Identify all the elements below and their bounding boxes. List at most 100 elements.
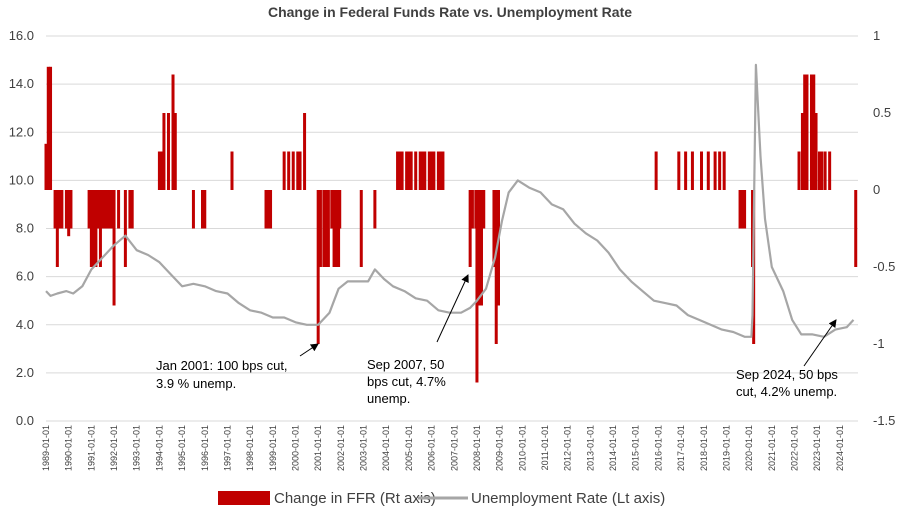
ffr-bar [110,190,114,229]
ffr-bar [94,190,98,267]
ffr-bar [405,151,409,190]
ffr-bar [338,190,342,229]
left-tick-label: 14.0 [9,76,34,91]
x-tick-label: 2020-01-01 [744,425,754,471]
ffr-bar [805,74,809,190]
unemployment-line [45,63,855,338]
right-axis: -1.5 -1 -0.5 0 0.5 1 [873,28,895,428]
ffr-bar [797,151,801,190]
ffr-bar [318,190,322,267]
ffr-bar [713,151,717,190]
x-tick-label: 2013-01-01 [585,425,595,471]
ffr-bar [407,151,411,190]
ffr-bar [69,190,73,229]
ffr-bar [814,113,818,190]
ffr-bar [436,151,440,190]
x-tick-label: 2014-01-01 [608,425,618,471]
ffr-bar [191,190,195,229]
ffr-bar [430,151,434,190]
ffr-bar [439,151,443,190]
annotation-sep-2007-line-1: Sep 2007, 50 [367,357,444,372]
annotation-sep-2024: Sep 2024, 50 bps cut, 4.2% unemp. [736,367,838,399]
x-tick-label: 2017-01-01 [676,425,686,471]
x-tick-label: 2000-01-01 [290,425,300,471]
x-tick-label: 2007-01-01 [449,425,459,471]
x-tick-label: 1999-01-01 [268,425,278,471]
ffr-bar [112,190,116,306]
x-tick-label: 2019-01-01 [721,425,731,471]
ffr-bar [282,151,286,190]
x-tick-label: 2022-01-01 [789,425,799,471]
x-tick-label: 2011-01-01 [540,425,550,470]
chart-title: Change in Federal Funds Rate vs. Unemplo… [268,4,632,20]
ffr-bar [108,190,112,229]
legend-label-ffr: Change in FFR (Rt axis) [274,490,436,507]
annotation-arrow-sep-2024 [803,319,837,367]
x-tick-label: 2009-01-01 [495,425,505,471]
x-tick-label: 2002-01-01 [336,425,346,471]
annotation-jan-2001-line-1: Jan 2001: 100 bps cut, [156,358,288,373]
left-tick-label: 12.0 [9,124,34,139]
left-tick-label: 6.0 [16,269,34,284]
ffr-bar [58,190,62,229]
ffr-bar [98,190,102,267]
x-tick-label: 2016-01-01 [653,425,663,471]
ffr-bar [396,151,400,190]
ffr-bar [820,151,824,190]
ffr-bar [287,151,291,190]
x-tick-label: 2008-01-01 [472,425,482,471]
ffr-bar [269,190,273,229]
ffr-bar [828,151,832,190]
x-tick-label: 2018-01-01 [699,425,709,471]
right-tick-label: -1.5 [873,413,895,428]
x-tick-label: 2003-01-01 [359,425,369,471]
ffr-bar [373,190,377,229]
x-tick-label: 1992-01-01 [109,425,119,471]
annotation-arrow-sep-2007 [436,274,469,343]
grid [46,35,858,422]
ffr-bar [400,151,404,190]
legend-label-unemp: Unemployment Rate (Lt axis) [471,490,665,507]
left-axis: 0.0 2.0 4.0 6.0 8.0 10.0 12.0 14.0 16.0 [9,28,34,428]
ffr-bar [470,190,474,229]
annotation-sep-2007-line-3: unemp. [367,391,410,406]
ffr-bar [398,151,402,190]
ffr-bar [738,190,742,229]
ffr-bar [492,190,496,267]
x-tick-label: 2024-01-01 [835,425,845,471]
x-tick-label: 1996-01-01 [200,425,210,471]
ffr-bar [230,151,234,190]
ffr-bar [49,66,53,190]
right-tick-label: -0.5 [873,259,895,274]
ffr-bar [496,190,500,306]
ffr-bar [326,190,330,267]
ffr-bar [173,113,177,190]
ffr-bar [718,151,722,190]
ffr-bar [264,190,268,229]
annotation-jan-2001: Jan 2001: 100 bps cut, 3.9 % unemp. [156,358,288,391]
ffr-bar [468,190,472,267]
ffr-bar [162,113,166,190]
x-tick-label: 2004-01-01 [381,425,391,471]
ffr-bar [291,151,295,190]
annotation-sep-2024-line-1: Sep 2024, 50 bps [736,367,838,382]
ffr-bar [812,74,816,190]
x-tick-label: 2015-01-01 [631,425,641,471]
ffr-bar [123,190,127,267]
ffr-bar [800,113,804,190]
ffr-bar [810,74,814,190]
ffr-bar [494,190,498,344]
ffr-bar [334,190,338,267]
left-tick-label: 0.0 [16,413,34,428]
left-tick-label: 2.0 [16,365,34,380]
ffr-bar [423,151,427,190]
x-tick-label: 1998-01-01 [245,425,255,471]
ffr-bar [441,151,445,190]
ffr-bar [171,74,175,190]
ffr-bar [684,151,688,190]
ffr-bar [44,143,48,190]
right-tick-label: 0.5 [873,105,891,120]
ffr-bar [690,151,694,190]
ffr-bar [92,190,96,267]
ffr-bar [817,151,821,190]
